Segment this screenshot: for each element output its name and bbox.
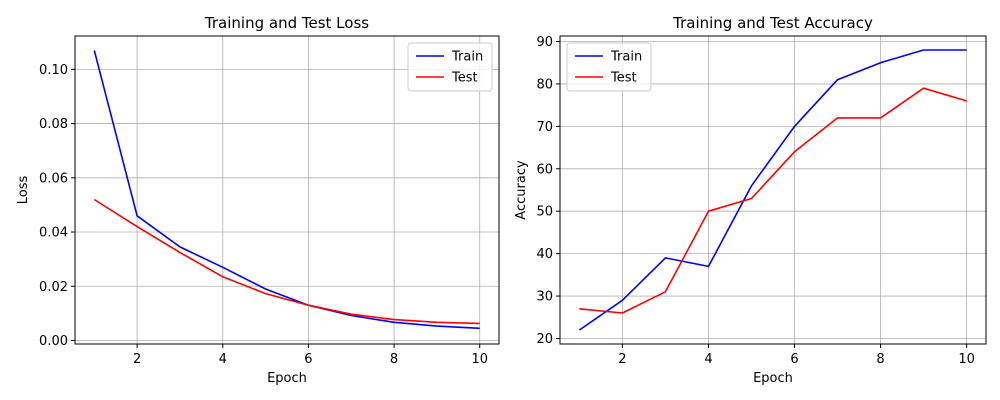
accuracy-x-tick-label: 8 [876,352,884,367]
loss-plot-frame [74,35,500,345]
accuracy-x-tick-label: 2 [618,352,626,367]
loss-y-axis-label: Loss [16,176,31,205]
loss-chart: 2 4 6 8 10 0.00 0.02 0.04 0.06 0.08 0.10 Training a… [16,14,500,386]
loss-x-tick-label: 4 [219,352,227,367]
accuracy-legend-label-train: Train [610,50,642,65]
loss-legend-label-test: Test [451,71,478,86]
accuracy-legend-label-test: Test [610,71,637,86]
accuracy-y-tick-label: 60 [536,162,553,177]
loss-y-tick-label: 0.02 [39,280,68,295]
loss-y-tick-label: 0.00 [39,334,68,349]
loss-legend-label-train: Train [451,50,483,65]
loss-chart-title: Training and Test Loss [204,14,369,32]
accuracy-y-tick-label: 50 [536,205,553,220]
loss-x-axis-label: Epoch [267,371,307,386]
loss-y-tick-label: 0.04 [39,226,68,241]
loss-x-tick-label: 2 [133,352,141,367]
loss-x-tick-label: 6 [304,352,312,367]
accuracy-chart-title: Training and Test Accuracy [672,14,873,32]
accuracy-y-axis-label: Accuracy [514,160,529,220]
accuracy-y-tick-label: 90 [536,35,553,50]
loss-x-tick-label: 10 [471,352,488,367]
accuracy-legend-box [566,42,652,92]
loss-legend: Train Test [407,42,493,92]
loss-legend-box [407,42,493,92]
loss-y-tick-label: 0.10 [39,63,68,78]
accuracy-x-axis-label: Epoch [753,371,793,386]
loss-x-tick-label: 8 [390,352,398,367]
accuracy-x-tick-label: 6 [790,352,798,367]
accuracy-series-train-line [578,49,967,331]
accuracy-y-tick-label: 30 [536,290,553,305]
accuracy-y-tick-label: 40 [536,247,553,262]
loss-y-tick-label: 0.06 [39,171,68,186]
accuracy-y-tick-label: 20 [536,332,553,347]
accuracy-plot-frame [559,35,987,345]
accuracy-x-tick-label: 10 [958,352,975,367]
loss-y-tick-label: 0.08 [39,117,68,132]
loss-series-train-line [93,50,480,330]
accuracy-y-tick-label: 80 [536,77,553,92]
accuracy-x-tick-label: 4 [704,352,712,367]
accuracy-y-tick-label: 70 [536,120,553,135]
accuracy-chart: 2 4 6 8 10 20 30 40 50 60 70 80 90 Training and Test … [514,14,987,386]
accuracy-legend: Train Test [566,42,652,92]
loss-series-test-line [93,198,480,325]
accuracy-series-test-line [579,87,967,314]
